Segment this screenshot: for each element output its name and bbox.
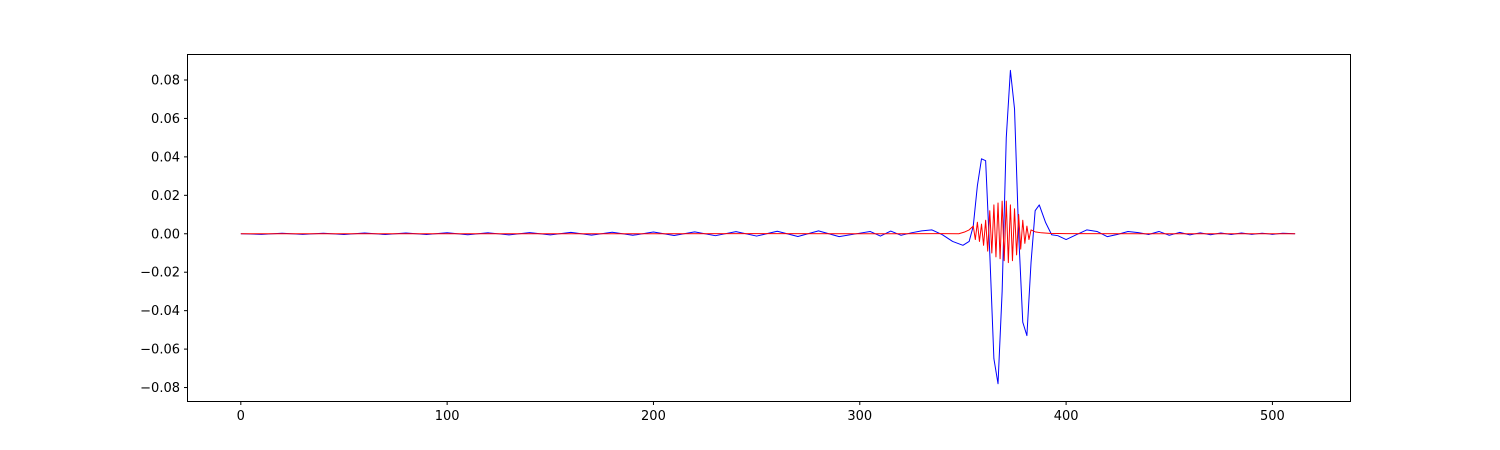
y-tick-label: 0.08 xyxy=(151,73,180,88)
axes-layer: 0 100 200 300 400 500 −0.08 −0.06 −0.04 −0.02 0.00… xyxy=(140,73,1285,424)
y-tick-label: −0.04 xyxy=(140,304,180,319)
plot-frame xyxy=(187,54,1351,402)
x-tick-label: 400 xyxy=(1054,409,1079,424)
y-tick-label: −0.08 xyxy=(140,381,180,396)
y-tick-label: 0.00 xyxy=(151,227,180,242)
series-line-2 xyxy=(240,200,1296,264)
y-tick-label: 0.06 xyxy=(151,112,180,127)
x-tick-label: 300 xyxy=(847,409,872,424)
y-tick-label: −0.06 xyxy=(140,343,180,358)
y-tick-label: −0.02 xyxy=(140,266,180,281)
y-tick-label: 0.04 xyxy=(151,150,180,165)
x-tick-label: 0 xyxy=(237,409,245,424)
series-layer xyxy=(240,69,1296,385)
x-tick-label: 500 xyxy=(1260,409,1285,424)
x-tick-label: 100 xyxy=(435,409,460,424)
y-tick-label: 0.02 xyxy=(151,189,180,204)
x-tick-label: 200 xyxy=(641,409,666,424)
